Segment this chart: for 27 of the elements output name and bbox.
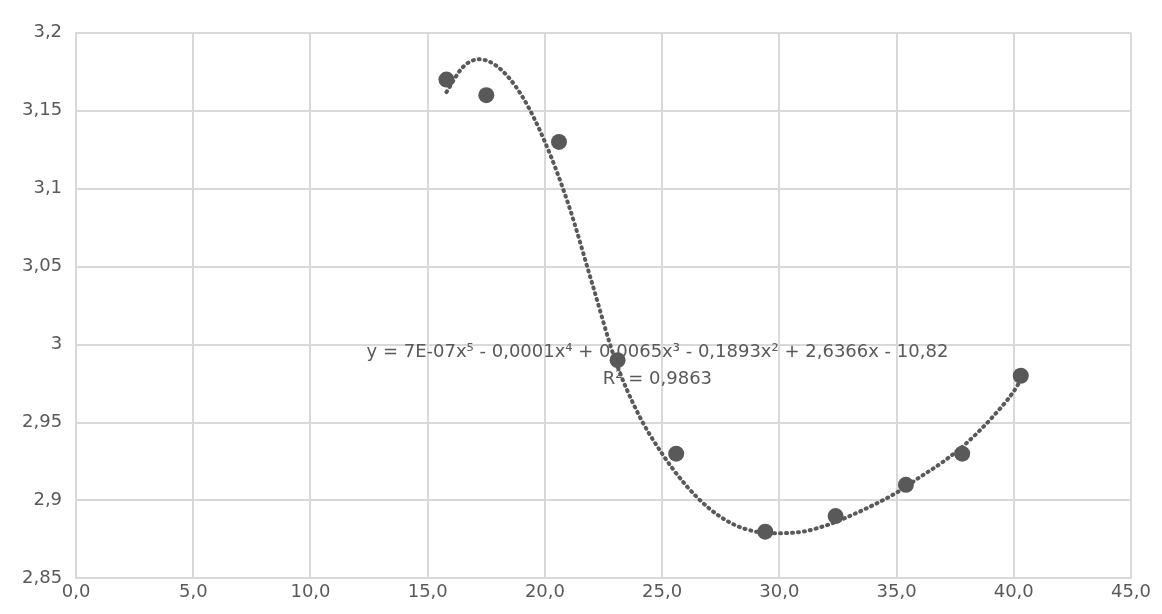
y-tick-label: 3 (50, 332, 63, 354)
x-tick-label: 25,0 (642, 579, 683, 601)
y-tick-label: 3,1 (33, 176, 63, 198)
x-tick-label: 20,0 (524, 579, 565, 601)
x-tick-label: 15,0 (407, 579, 448, 601)
point (478, 87, 495, 104)
y-tick-label: 2,95 (22, 410, 63, 432)
y-tick-label: 2,85 (22, 566, 63, 588)
y-tick-label: 2,9 (33, 488, 63, 510)
point (757, 523, 774, 540)
x-tick-label: 40,0 (993, 579, 1034, 601)
x-tick-label: 35,0 (876, 579, 917, 601)
x-tick-label: 45,0 (1110, 579, 1151, 601)
x-tick-label: 30,0 (759, 579, 800, 601)
x-tick-label: 10,0 (290, 579, 331, 601)
x-tick-label: 5,0 (178, 579, 208, 601)
point (668, 445, 685, 462)
point (827, 508, 844, 525)
point (1012, 367, 1029, 384)
x-tick-label: 0,0 (61, 579, 91, 601)
y-tick-label: 3,15 (22, 98, 63, 120)
y-tick-label: 3,05 (22, 254, 63, 276)
point (438, 71, 455, 88)
point (550, 133, 567, 150)
y-tick-label: 3,2 (33, 20, 63, 42)
point (954, 445, 971, 462)
point (897, 476, 914, 493)
